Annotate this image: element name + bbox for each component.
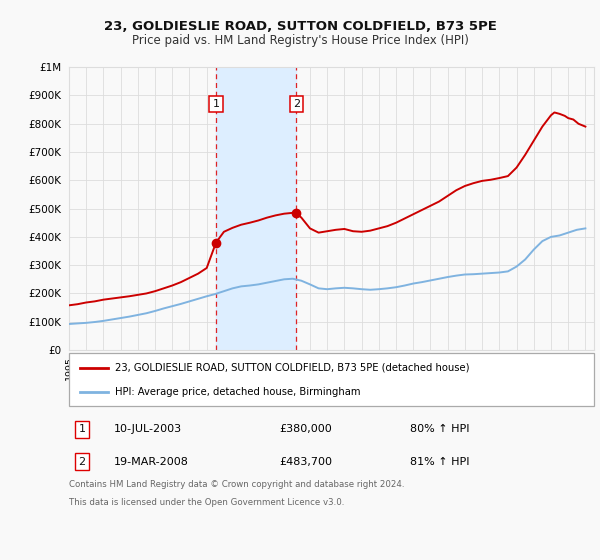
Text: 23, GOLDIESLIE ROAD, SUTTON COLDFIELD, B73 5PE (detached house): 23, GOLDIESLIE ROAD, SUTTON COLDFIELD, B… (115, 363, 469, 373)
Text: 2: 2 (293, 99, 300, 109)
Text: £380,000: £380,000 (279, 424, 332, 435)
Text: 80% ↑ HPI: 80% ↑ HPI (410, 424, 470, 435)
Text: Contains HM Land Registry data © Crown copyright and database right 2024.: Contains HM Land Registry data © Crown c… (69, 480, 404, 489)
Text: £483,700: £483,700 (279, 456, 332, 466)
Text: This data is licensed under the Open Government Licence v3.0.: This data is licensed under the Open Gov… (69, 498, 344, 507)
Text: 1: 1 (212, 99, 220, 109)
Text: 10-JUL-2003: 10-JUL-2003 (113, 424, 182, 435)
Text: 19-MAR-2008: 19-MAR-2008 (113, 456, 188, 466)
Text: HPI: Average price, detached house, Birmingham: HPI: Average price, detached house, Birm… (115, 387, 360, 397)
Text: 1: 1 (79, 424, 86, 435)
Bar (216, 67, 296, 350)
Text: 23, GOLDIESLIE ROAD, SUTTON COLDFIELD, B73 5PE: 23, GOLDIESLIE ROAD, SUTTON COLDFIELD, B… (104, 20, 496, 32)
Text: 81% ↑ HPI: 81% ↑ HPI (410, 456, 470, 466)
Text: 2: 2 (79, 456, 86, 466)
Text: Price paid vs. HM Land Registry's House Price Index (HPI): Price paid vs. HM Land Registry's House … (131, 34, 469, 46)
